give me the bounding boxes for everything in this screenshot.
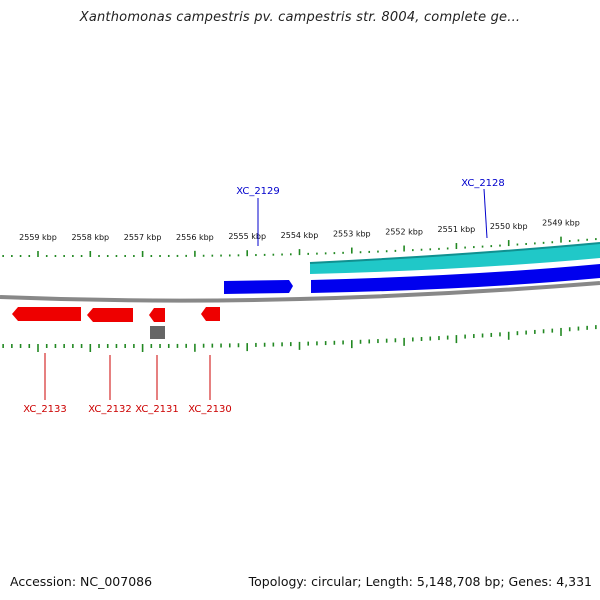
gene-xc-2129[interactable] (224, 280, 293, 294)
scale-label: 2552 kbp (385, 228, 423, 237)
label-xc-2131[interactable]: XC_2131 (135, 404, 179, 415)
label-xc-2129[interactable]: XC_2129 (236, 186, 280, 197)
gene-xc-2133[interactable] (12, 307, 81, 321)
scale-labels: 2559 kbp 2558 kbp 2557 kbp 2556 kbp 2555 kbp… (19, 219, 580, 242)
leader-xc-2128 (483, 188, 488, 239)
scale-label: 2551 kbp (438, 225, 476, 234)
gene-xc-2131[interactable] (149, 308, 165, 322)
label-xc-2130[interactable]: XC_2130 (188, 404, 232, 415)
cds-band-edge (309, 242, 600, 264)
other-feature[interactable] (150, 326, 165, 339)
scale-label: 2555 kbp (228, 232, 266, 241)
scale-label: 2553 kbp (333, 230, 371, 239)
scale-label: 2556 kbp (176, 233, 214, 242)
label-xc-2133[interactable]: XC_2133 (23, 404, 67, 415)
scale-label: 2549 kbp (542, 219, 580, 228)
label-xc-2128[interactable]: XC_2128 (461, 178, 505, 189)
genome-summary-text: Topology: circular; Length: 5,148,708 bp… (248, 574, 592, 589)
genome-title: Xanthomonas campestris pv. campestris st… (79, 10, 521, 25)
scale-label: 2559 kbp (19, 233, 57, 242)
bottom-scale-ticks (2, 325, 597, 352)
cds-band (310, 243, 600, 274)
scale-label: 2557 kbp (124, 233, 162, 242)
top-scale-ticks (2, 236, 597, 257)
scale-label: 2554 kbp (281, 231, 319, 240)
scale-label: 2558 kbp (71, 233, 109, 242)
gene-xc-2130[interactable] (201, 307, 220, 321)
accession-text: Accession: NC_007086 (10, 574, 153, 589)
genome-backbone (0, 281, 600, 303)
scale-label: 2550 kbp (490, 222, 528, 231)
gene-xc-2128[interactable] (311, 264, 600, 293)
label-xc-2132[interactable]: XC_2132 (88, 404, 132, 415)
gene-xc-2132[interactable] (87, 308, 133, 322)
